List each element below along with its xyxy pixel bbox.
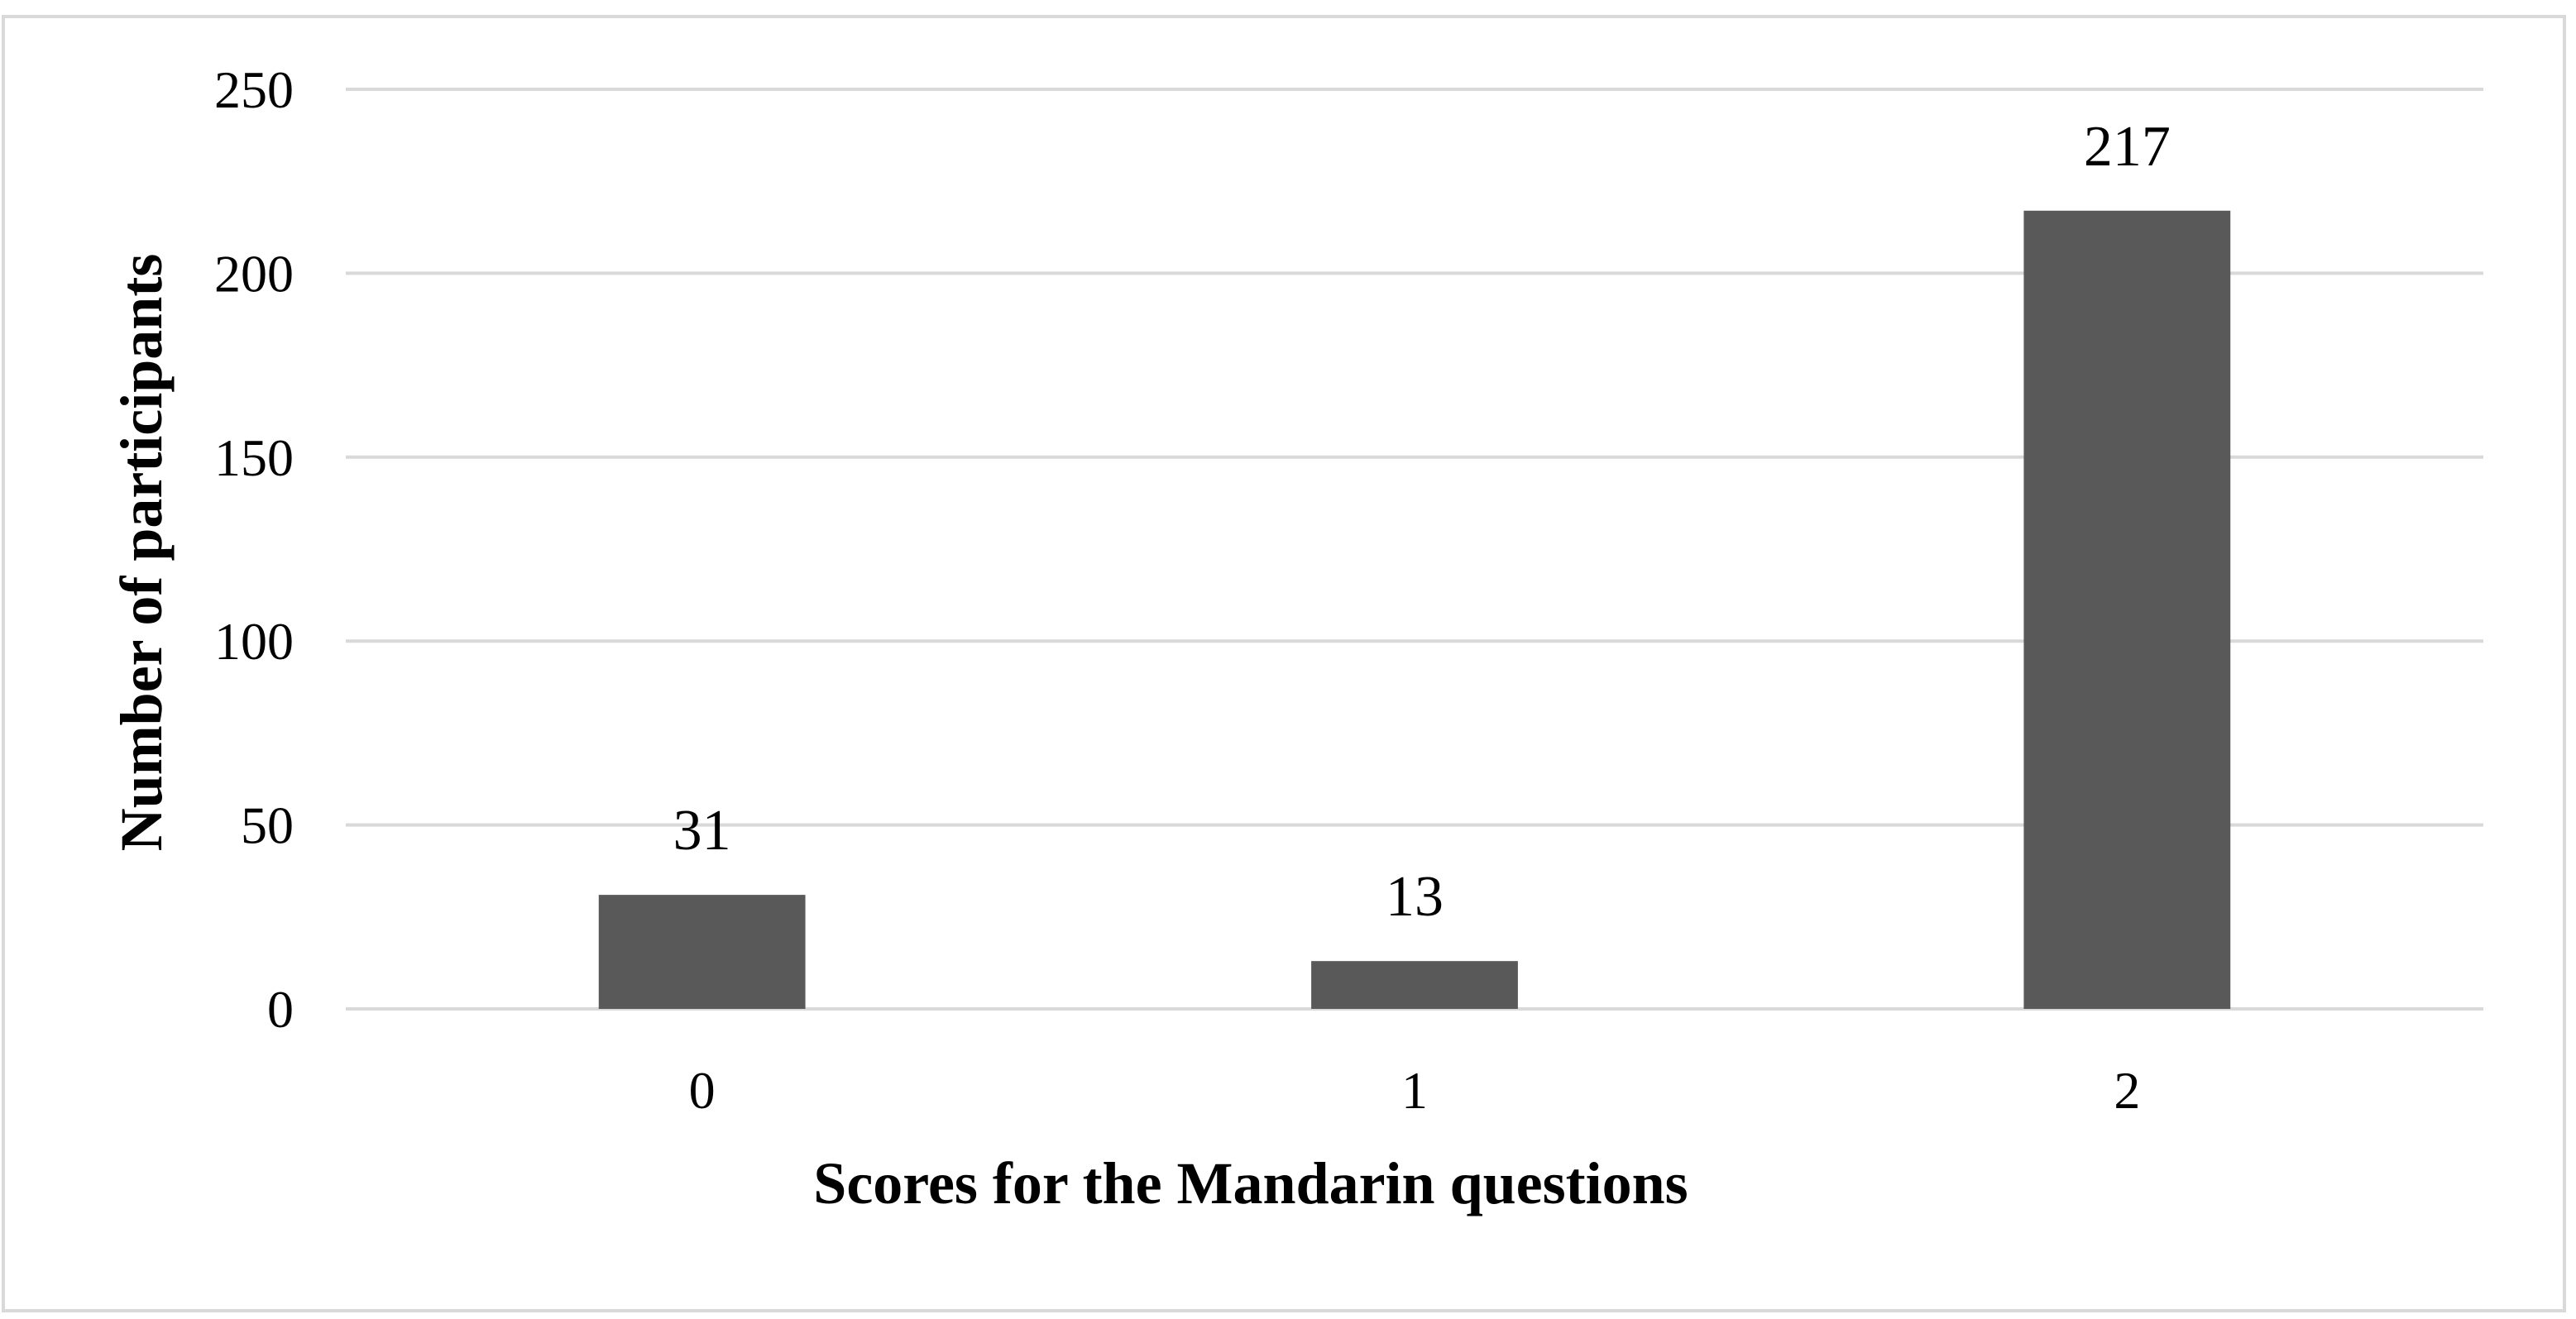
x-tick-label: 2: [2114, 1061, 2140, 1120]
data-label: 217: [2084, 115, 2171, 179]
bar-score-2: [2023, 210, 2231, 1009]
data-label: 31: [673, 799, 731, 863]
bar-score-0: [598, 895, 806, 1009]
y-tick-label: 50: [241, 796, 294, 855]
y-axis-title: Number of participants: [108, 254, 175, 852]
x-axis-title: Scores for the Mandarin questions: [813, 1150, 1688, 1216]
data-label: 13: [1386, 865, 1444, 929]
x-tick-label: 1: [1401, 1061, 1428, 1120]
y-axis-ticks: 0 50 100 150 200 250: [214, 60, 294, 1039]
bar-score-1: [1311, 961, 1518, 1009]
y-tick-label: 200: [214, 244, 294, 303]
bars: [598, 210, 2231, 1009]
y-tick-label: 150: [214, 428, 294, 487]
x-axis-ticks: 0 1 2: [689, 1061, 2141, 1120]
y-tick-label: 100: [214, 612, 294, 671]
data-labels: 31 13 217: [673, 115, 2171, 929]
y-tick-label: 0: [267, 980, 294, 1039]
x-tick-label: 0: [689, 1061, 716, 1120]
y-tick-label: 250: [214, 60, 294, 119]
